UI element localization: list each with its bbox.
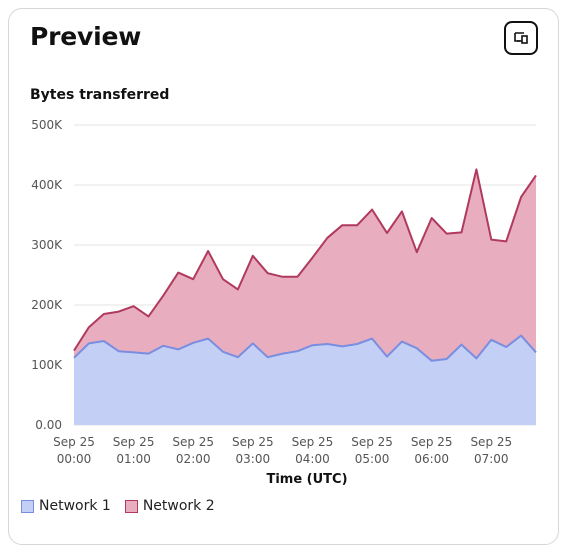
x-tick-label: 06:00 bbox=[414, 452, 449, 466]
x-tick-label: Sep 25 bbox=[232, 435, 274, 449]
y-tick-label: 300K bbox=[31, 238, 63, 252]
series-line-network-2 bbox=[73, 168, 537, 352]
x-tick-label: Sep 25 bbox=[470, 435, 512, 449]
x-axis-label: Time (UTC) bbox=[266, 472, 347, 487]
legend-label-network-2: Network 2 bbox=[142, 498, 215, 514]
x-tick-label: 04:00 bbox=[295, 452, 330, 466]
legend-label-network-1: Network 1 bbox=[39, 498, 111, 514]
x-tick-label: 00:00 bbox=[57, 452, 92, 466]
y-tick-label: 500K bbox=[31, 118, 63, 132]
x-tick-label: Sep 25 bbox=[172, 435, 214, 449]
x-tick-label: 03:00 bbox=[236, 452, 271, 466]
x-tick-label: 05:00 bbox=[355, 452, 390, 466]
y-tick-label: 0.00 bbox=[35, 418, 62, 432]
series-area-network-2 bbox=[74, 169, 536, 361]
x-tick-label: Sep 25 bbox=[411, 435, 453, 449]
legend-swatch-network-2 bbox=[124, 499, 138, 513]
x-tick-label: Sep 25 bbox=[53, 435, 95, 449]
page-title: Preview bbox=[30, 22, 142, 51]
y-tick-label: 200K bbox=[31, 298, 63, 312]
share-external-icon bbox=[514, 32, 528, 44]
y-tick-label: 100K bbox=[31, 358, 63, 372]
legend-item-network-1[interactable]: Network 1 bbox=[21, 498, 111, 514]
x-tick-label: 02:00 bbox=[176, 452, 211, 466]
series-area-network-1 bbox=[74, 335, 536, 425]
x-tick-label: Sep 25 bbox=[113, 435, 155, 449]
chart-legend: Network 1 Network 2 bbox=[21, 498, 229, 514]
x-tick-label: 01:00 bbox=[116, 452, 151, 466]
open-external-button[interactable] bbox=[504, 21, 538, 55]
y-tick-label: 400K bbox=[31, 178, 63, 192]
x-tick-label: Sep 25 bbox=[292, 435, 334, 449]
x-tick-label: Sep 25 bbox=[351, 435, 393, 449]
legend-swatch-network-1 bbox=[21, 499, 34, 513]
series-line-network-1 bbox=[73, 334, 537, 362]
chart-title: Bytes transferred bbox=[30, 87, 170, 103]
legend-item-network-2[interactable]: Network 2 bbox=[124, 498, 215, 514]
x-tick-label: 07:00 bbox=[474, 452, 509, 466]
